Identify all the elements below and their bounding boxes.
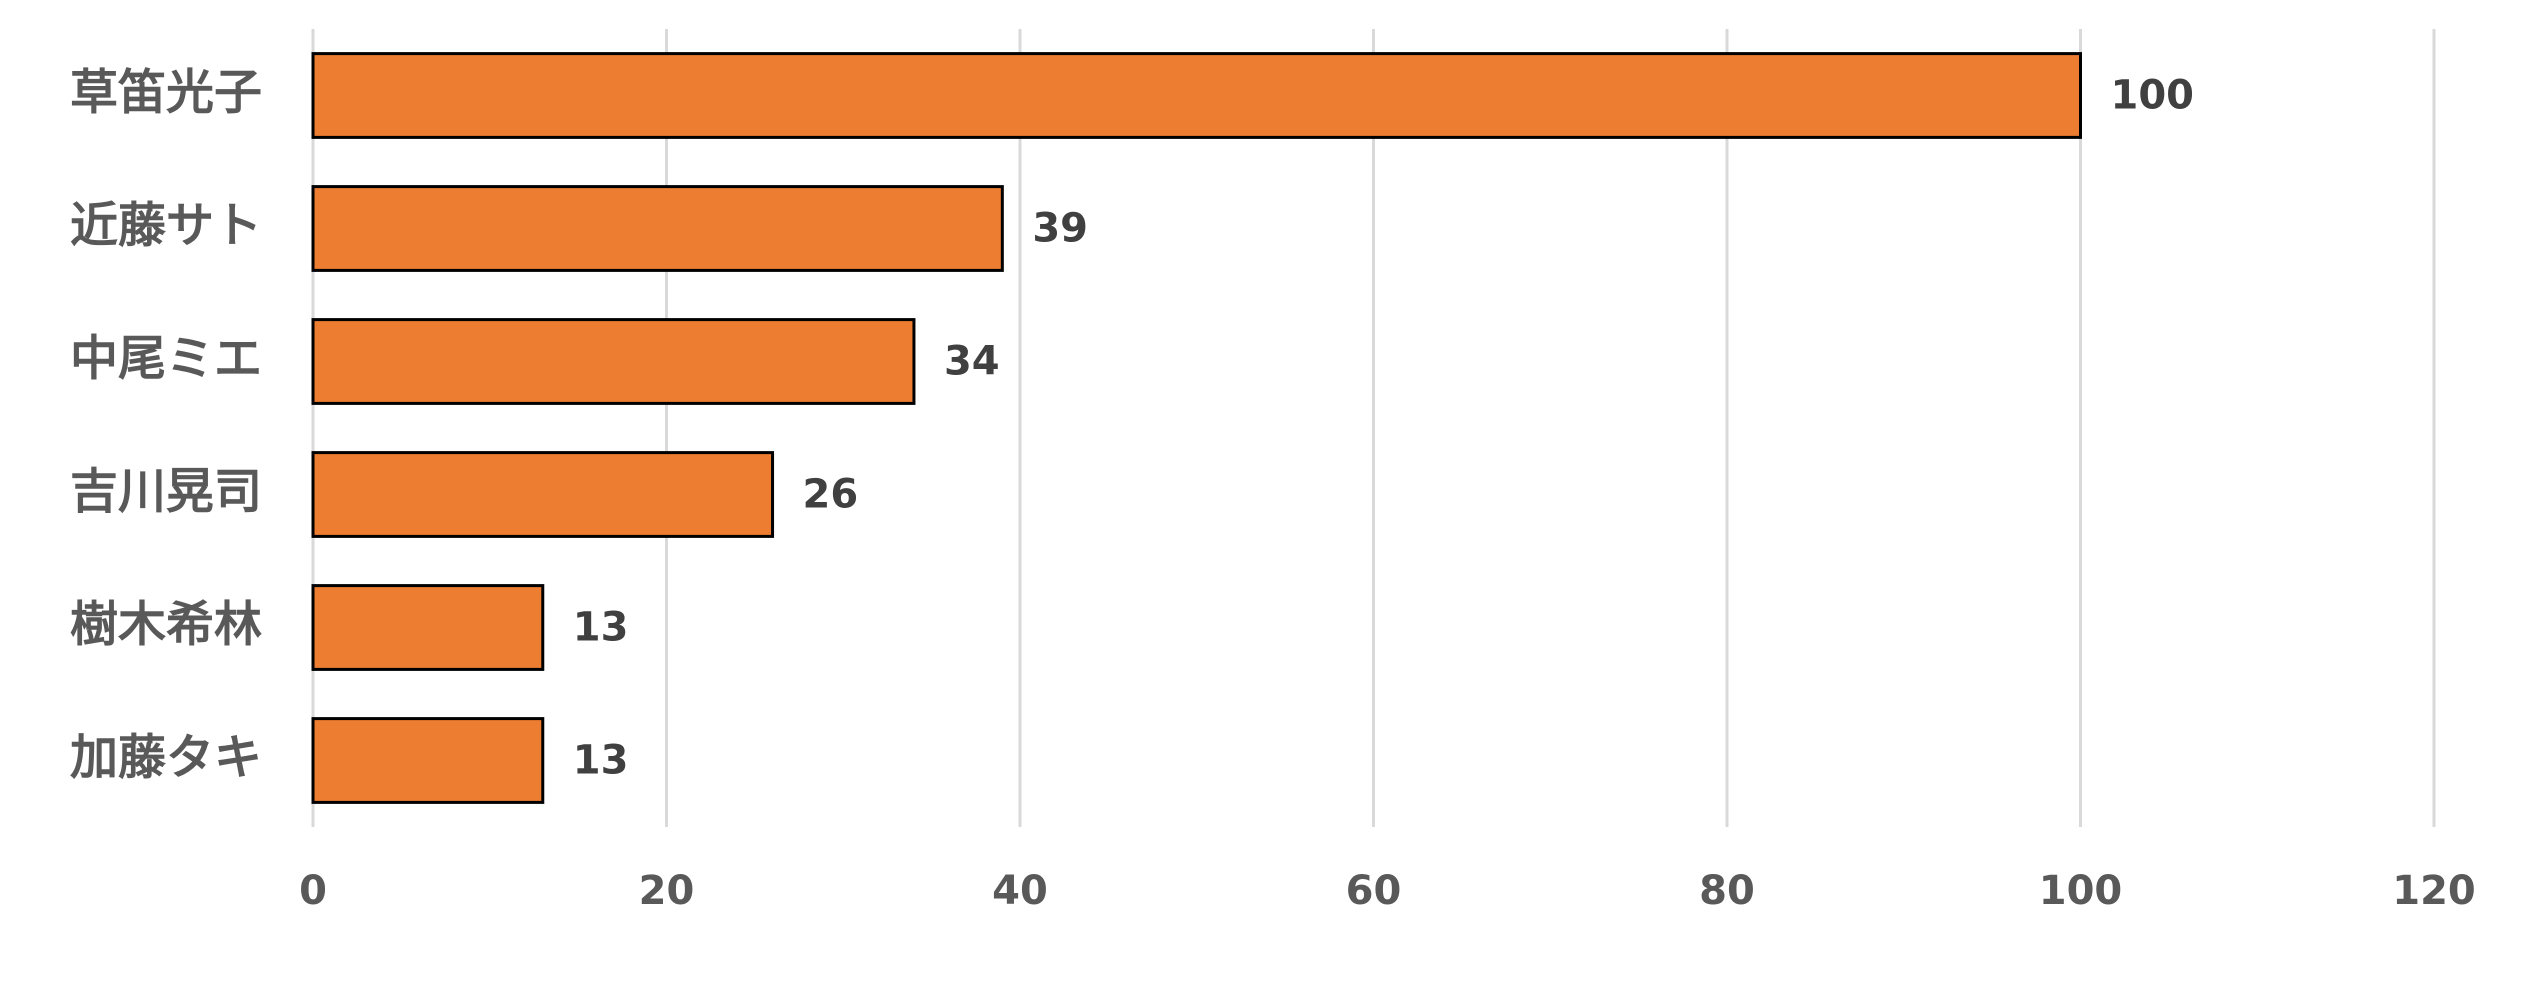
- data-label: 26: [803, 472, 859, 518]
- data-label: 100: [2111, 73, 2195, 119]
- y-tick-label: 草笛光子: [70, 65, 262, 121]
- bar: [311, 185, 1004, 272]
- x-tick-label: 40: [992, 868, 1048, 914]
- data-label: 34: [944, 339, 1000, 385]
- data-label: 13: [573, 738, 629, 784]
- x-tick-label: 100: [2039, 868, 2123, 914]
- bar: [311, 52, 2082, 139]
- y-tick-label: 吉川晃司: [70, 464, 262, 520]
- x-tick-label: 0: [299, 868, 327, 914]
- bar: [311, 584, 545, 671]
- x-tick-label: 120: [2392, 868, 2476, 914]
- bar: [311, 318, 916, 405]
- data-label: 13: [573, 605, 629, 651]
- y-tick-label: 樹木希林: [70, 597, 262, 653]
- y-tick-label: 近藤サト: [70, 198, 262, 254]
- y-tick-label: 加藤タキ: [70, 730, 262, 786]
- y-tick-label: 中尾ミエ: [70, 331, 262, 387]
- x-tick-label: 20: [639, 868, 695, 914]
- data-label: 39: [1032, 206, 1088, 252]
- bar: [311, 451, 775, 538]
- x-tick-label: 60: [1346, 868, 1402, 914]
- bar: [311, 717, 545, 804]
- x-tick-label: 80: [1699, 868, 1755, 914]
